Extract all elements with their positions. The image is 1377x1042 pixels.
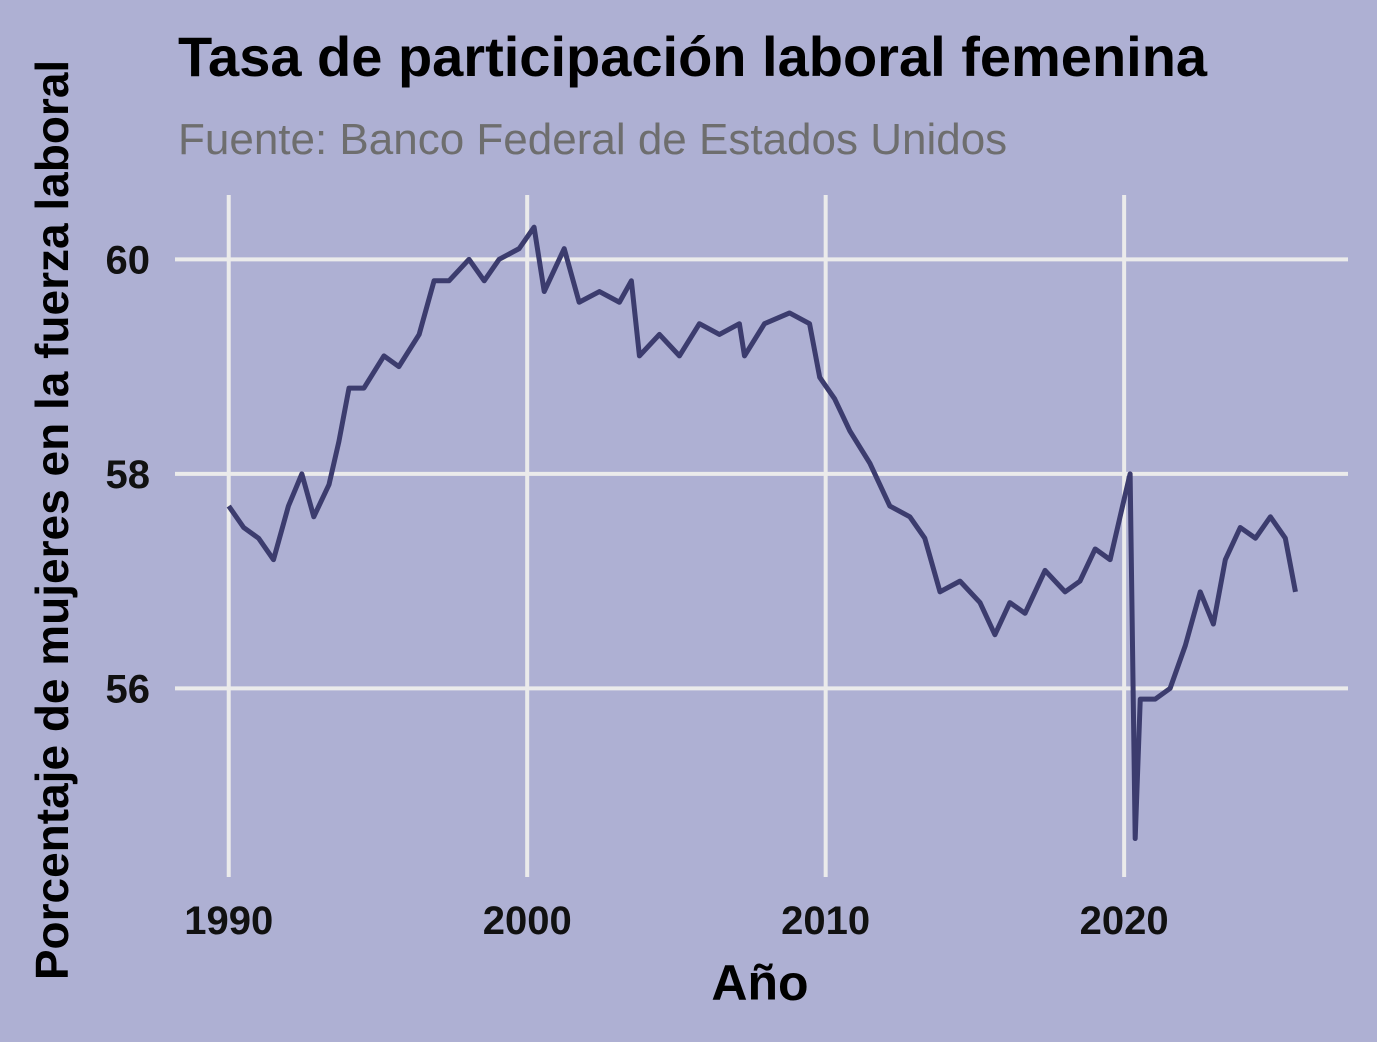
x-tick-label: 2020 xyxy=(1080,899,1169,943)
x-axis-label: Año xyxy=(711,955,808,1011)
data-line xyxy=(226,224,1298,842)
y-tick-label: 56 xyxy=(106,667,151,711)
y-tick-label: 60 xyxy=(106,238,151,282)
x-tick-label: 2000 xyxy=(483,899,572,943)
y-axis-label: Porcentaje de mujeres en la fuerza labor… xyxy=(26,60,78,980)
y-tick-label: 58 xyxy=(106,453,151,497)
x-tick-label: 1990 xyxy=(184,899,273,943)
chart-subtitle: Fuente: Banco Federal de Estados Unidos xyxy=(178,115,1007,164)
x-tick-label: 2010 xyxy=(781,899,870,943)
chart-title: Tasa de participación laboral femenina xyxy=(178,25,1208,88)
